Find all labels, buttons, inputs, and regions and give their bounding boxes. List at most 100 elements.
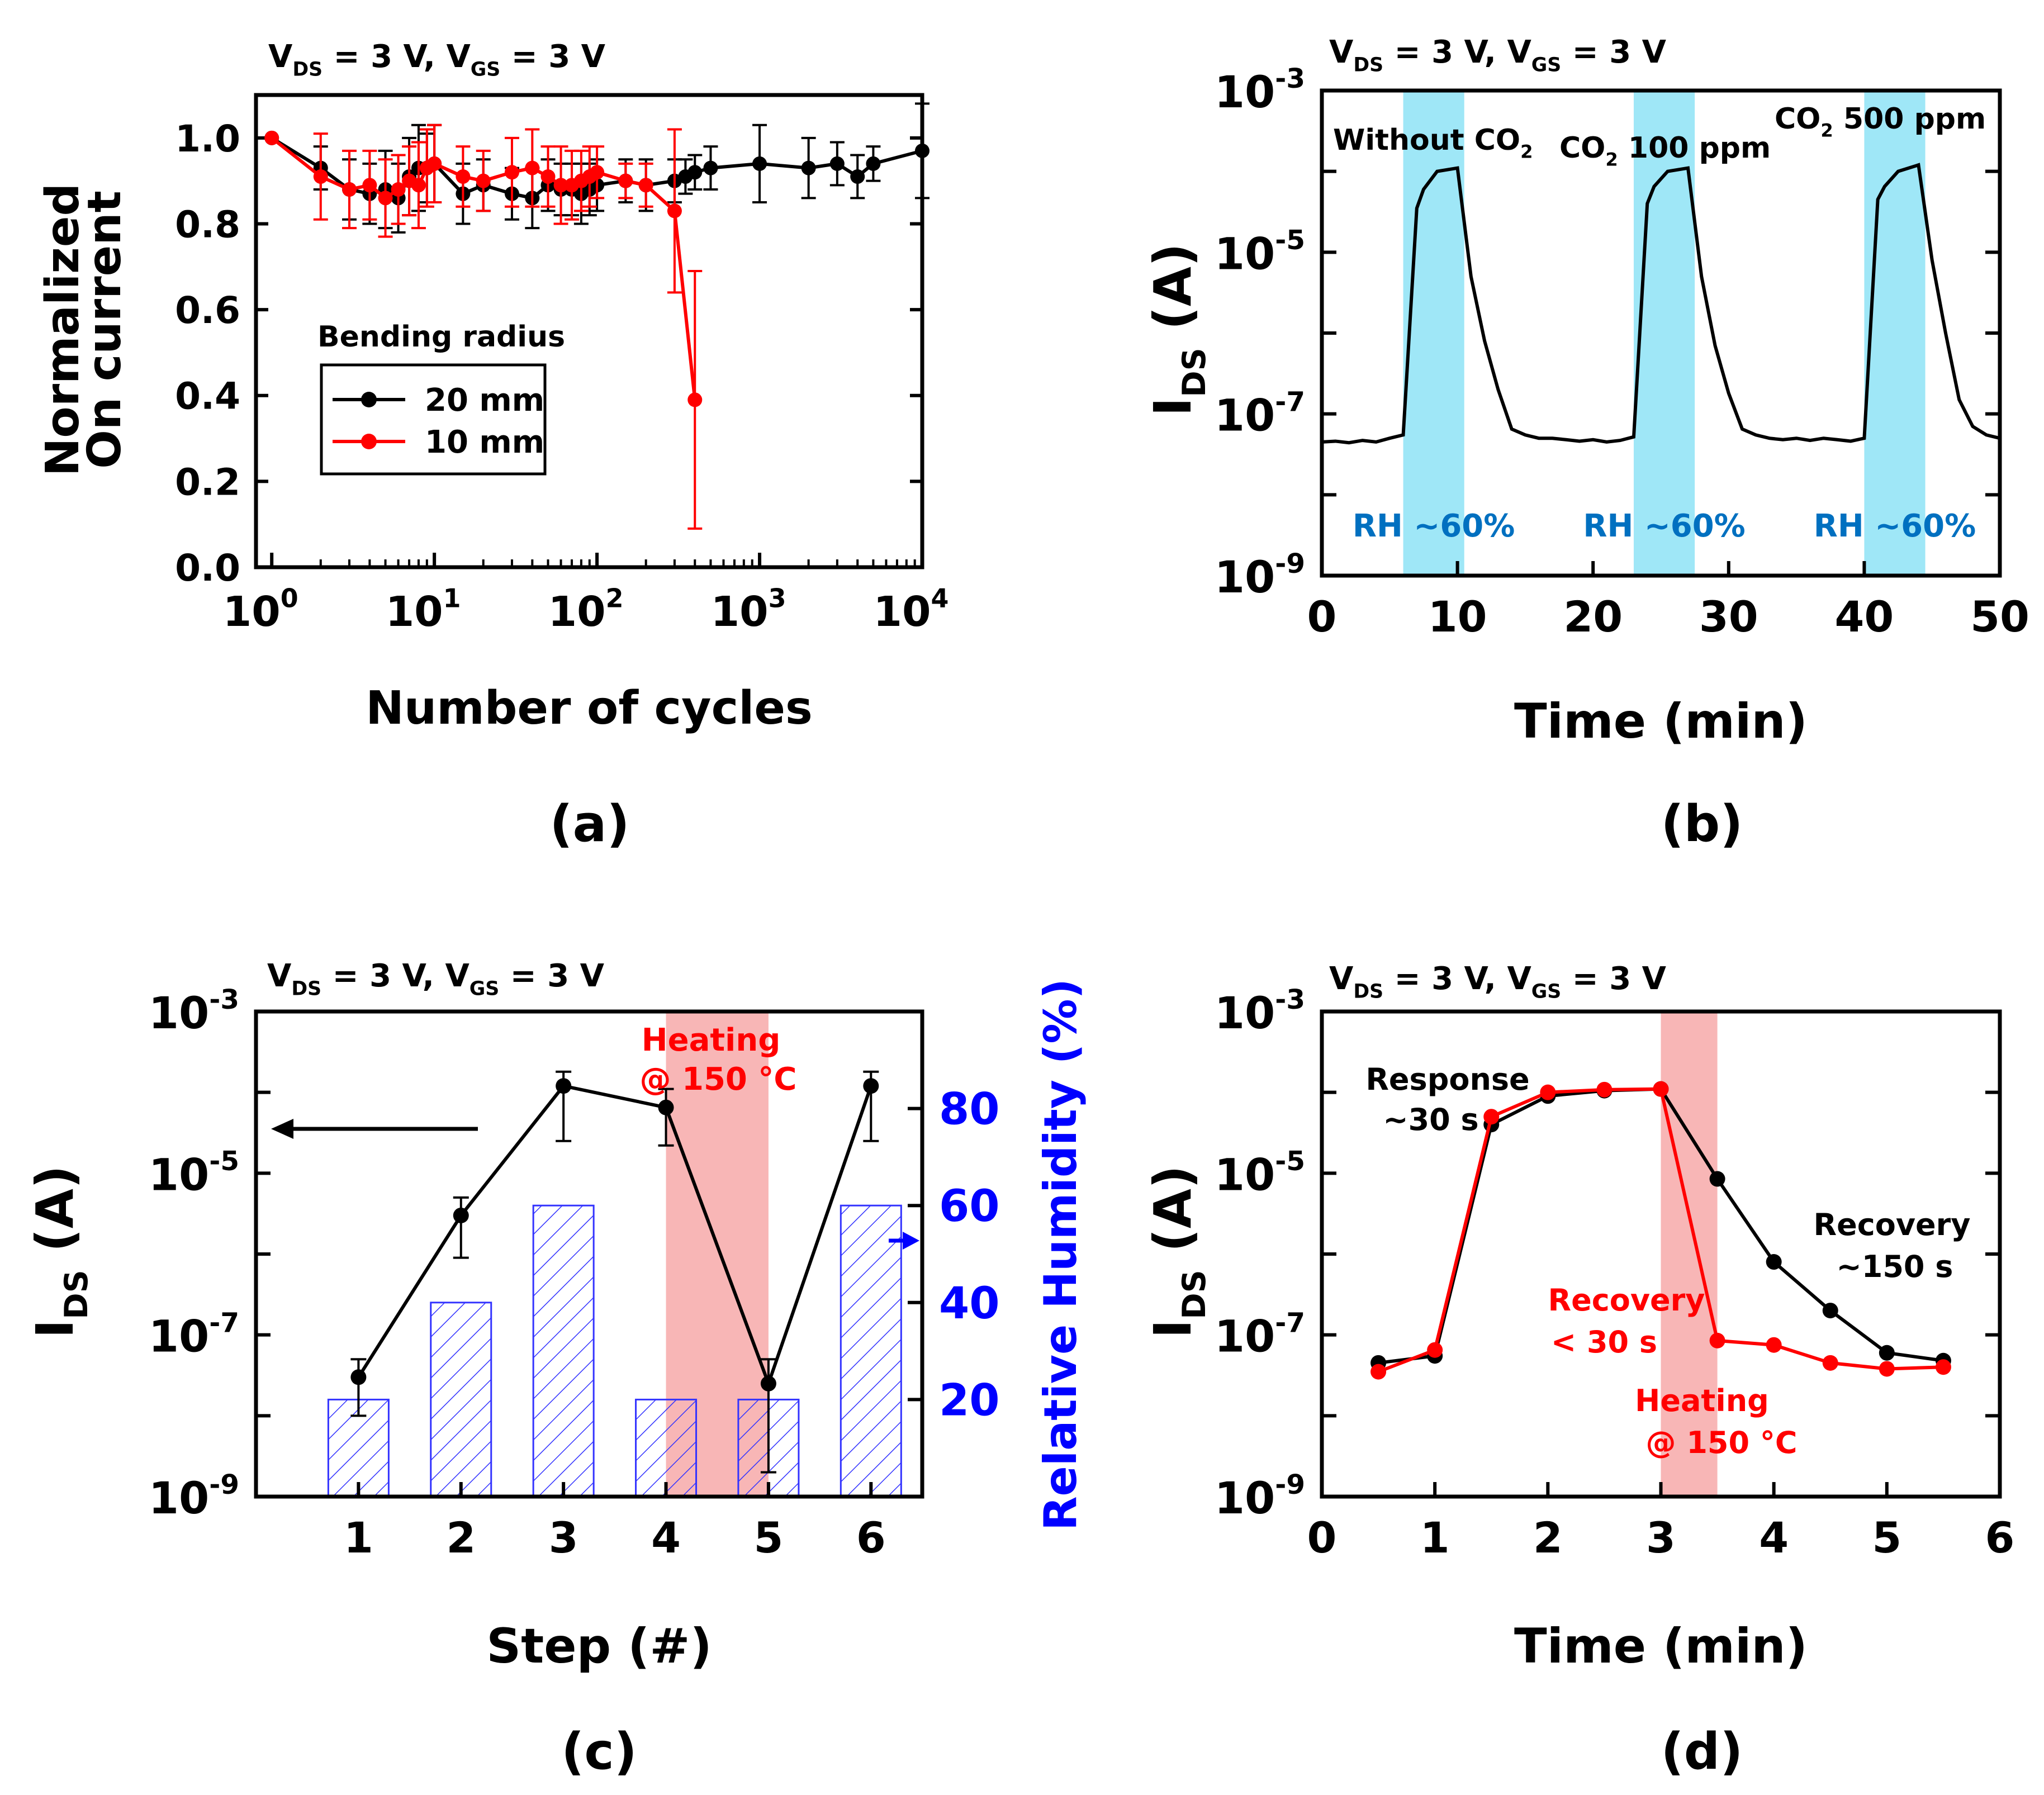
rh-label-b: RH ~60% (1353, 508, 1515, 544)
y-tick-label-a: 0.6 (175, 289, 240, 332)
y-tick-label-d: 10-3 (1215, 984, 1305, 1039)
legend-marker-a (361, 434, 377, 449)
y-tick-label-c: 10-5 (149, 1146, 239, 1200)
series-line-b (1321, 163, 2000, 445)
panel-b: VDS = 3 V, VGS = 3 V 10-3 10-5 10-7 10-90 10 2… (1143, 34, 2029, 853)
heating-shade-d (1661, 1012, 1718, 1497)
y-axis-label-a: Normalized (36, 183, 89, 476)
panel-d: VDS = 3 V, VGS = 3 V 10-3 10-5 10-7 10-90 1 2 3… (1143, 961, 2014, 1781)
x-tick-label-c: 1 (344, 1513, 373, 1563)
legend-title-a: Bending radius (317, 320, 565, 354)
x-tick-label-b: 40 (1835, 592, 1894, 642)
data-point-a (687, 392, 703, 407)
data-point-a (866, 156, 881, 171)
humidity-shade-b (1864, 91, 1926, 576)
arrow-right-head-c (903, 1232, 919, 1250)
x-tick-label-c: 3 (549, 1513, 578, 1563)
y2-tick-label-c: 80 (939, 1085, 1000, 1135)
y2-tick-label-c: 20 (939, 1375, 1000, 1426)
x-tick-label-b: 50 (1970, 592, 2029, 642)
annotation-co2-500-b: CO2 500 ppm (1775, 102, 1986, 141)
data-point-a (801, 160, 816, 175)
data-point-d (1596, 1081, 1613, 1098)
y-tick-label-c: 10-3 (149, 984, 239, 1039)
annotation-recovery-red-d: Recovery (1548, 1283, 1705, 1318)
y2-tick-label-c: 60 (939, 1181, 1000, 1232)
data-point-c (556, 1078, 572, 1094)
y2-tick-label-c: 40 (939, 1279, 1000, 1329)
humidity-bar-c (532, 1204, 595, 1498)
title-c: VDS = 3 V, VGS = 3 V (267, 958, 605, 1000)
data-point-a (378, 191, 393, 206)
humidity-shade-b (1633, 91, 1695, 576)
x-axis-label-b: Time (min) (1514, 694, 1808, 749)
data-point-a (638, 178, 653, 193)
humidity-bar-c (430, 1302, 492, 1498)
data-point-a (264, 130, 279, 145)
x-tick-label-d: 1 (1420, 1513, 1450, 1563)
annotation-response-d: ~30 s (1383, 1102, 1478, 1137)
y-tick-label-d: 10-5 (1215, 1146, 1305, 1200)
title-d: VDS = 3 V, VGS = 3 V (1329, 961, 1667, 1003)
y-tick-label-a: 0.8 (175, 203, 240, 246)
data-point-a (850, 169, 865, 184)
y-tick-label-d: 10-7 (1215, 1308, 1305, 1362)
annotation-heating-d: @ 150 °C (1646, 1425, 1798, 1460)
x-tick-label-a: 100 (223, 583, 298, 636)
data-point-c (350, 1369, 367, 1385)
heating-label-c: @ 150 °C (640, 1061, 797, 1098)
y-tick-label-a: 0.0 (175, 547, 240, 590)
data-point-d (1766, 1337, 1782, 1353)
data-point-d (1709, 1171, 1725, 1187)
y-tick-label-d: 10-9 (1215, 1469, 1305, 1524)
panel-label-b: (b) (1661, 795, 1743, 853)
data-point-d (1879, 1345, 1895, 1361)
x-tick-label-d: 6 (1985, 1513, 2015, 1563)
y-tick-label-b: 10-3 (1215, 63, 1305, 118)
plot-frame-c (254, 1009, 924, 1499)
data-point-a (553, 178, 568, 193)
data-point-c (760, 1375, 776, 1392)
y-tick-label-c: 10-9 (149, 1469, 239, 1524)
data-point-a (829, 156, 845, 171)
x-tick-label-c: 2 (446, 1513, 476, 1563)
x-axis-label-c: Step (#) (486, 1618, 712, 1674)
data-point-a (525, 160, 540, 175)
legend-label-a: 10 mm (425, 424, 544, 460)
x-tick-label-c: 4 (651, 1513, 681, 1563)
plot-frame-b (1320, 88, 2002, 578)
data-point-d (1935, 1359, 1951, 1375)
plot-frame-a (254, 93, 924, 569)
annotation-recovery-black-d: ~150 s (1837, 1249, 1953, 1284)
x-axis-label-d: Time (min) (1514, 1618, 1808, 1674)
data-point-a (618, 173, 633, 188)
x-axis-label-a: Number of cycles (366, 682, 813, 735)
humidity-bar-c (840, 1204, 902, 1498)
x-tick-label-d: 2 (1533, 1513, 1563, 1563)
data-point-c (658, 1099, 674, 1115)
x-tick-label-a: 103 (711, 583, 786, 636)
panel-label-a: (a) (550, 795, 630, 853)
panel-c: VDS = 3 V, VGS = 3 V 10-3 10-5 10-7 10-9 20 40… (25, 958, 1087, 1781)
data-point-d (1879, 1361, 1895, 1377)
annotation-recovery-black-d: Recovery (1814, 1207, 1971, 1242)
x-tick-label-b: 20 (1563, 592, 1623, 642)
x-tick-label-c: 6 (856, 1513, 886, 1563)
x-tick-label-d: 5 (1872, 1513, 1901, 1563)
data-point-a (540, 169, 556, 184)
y-axis-label-b: IDS (A) (1143, 243, 1213, 416)
x-tick-label-a: 101 (386, 583, 461, 636)
legend-label-a: 20 mm (425, 382, 544, 419)
legend-box-a (320, 363, 547, 476)
data-point-a (427, 156, 442, 171)
data-point-a (476, 173, 491, 188)
y-tick-label-c: 10-7 (149, 1308, 239, 1362)
x-tick-label-d: 3 (1646, 1513, 1676, 1563)
y-tick-label-a: 0.4 (175, 375, 240, 418)
annotation-response-d: Response (1365, 1062, 1529, 1097)
x-tick-label-a: 102 (548, 583, 624, 636)
humidity-shade-b (1403, 91, 1464, 576)
data-point-a (342, 182, 357, 197)
x-tick-label-b: 30 (1699, 592, 1758, 642)
